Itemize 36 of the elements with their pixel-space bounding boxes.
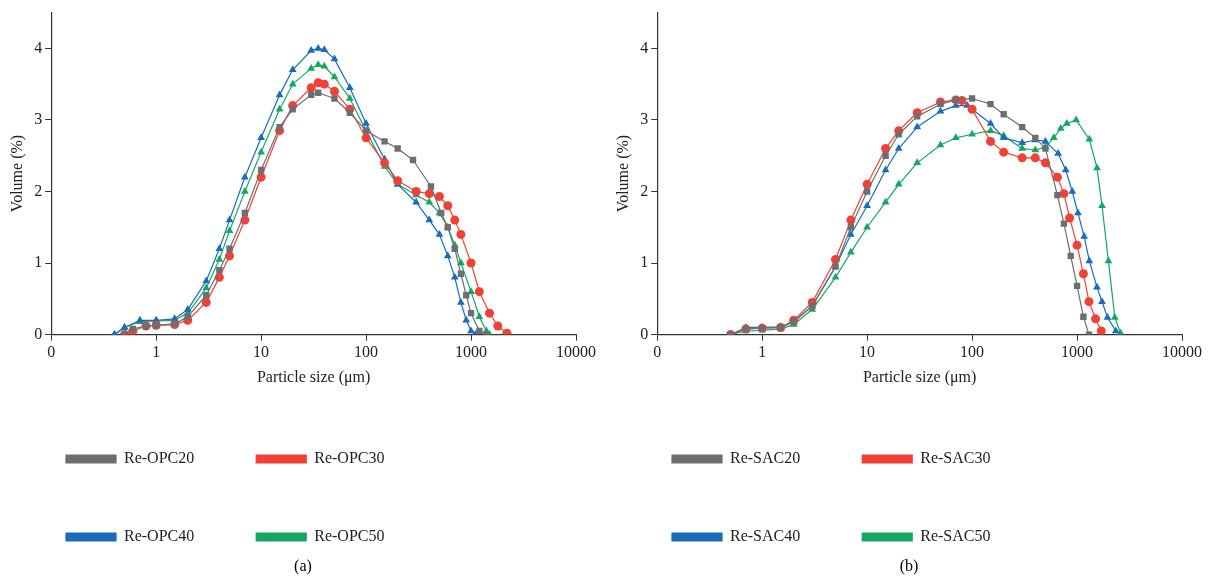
legend-label: Re-OPC30 (314, 449, 385, 467)
text: (a) (293, 557, 313, 575)
x-tick-label: 1000 (455, 343, 488, 361)
x-tick-label: 1 (152, 343, 161, 361)
legend-label: Re-SAC30 (920, 449, 991, 467)
x-tick-label: 10 (253, 343, 270, 361)
y-tick-label: 4 (640, 38, 649, 56)
y-axis-title: Volume (%) (613, 134, 632, 213)
y-tick-label: 3 (34, 110, 43, 128)
x-tick-label: 0 (47, 343, 56, 361)
x-axis-title: Particle size (μm) (256, 367, 371, 386)
text: (b) (898, 557, 920, 575)
y-tick-label: 0 (34, 324, 43, 342)
x-tick-label: 100 (960, 343, 985, 361)
y-tick-label: 3 (640, 110, 649, 128)
x-tick-label: 0 (653, 343, 662, 361)
x-tick-label: 100 (354, 343, 379, 361)
y-axis-title: Volume (%) (7, 134, 26, 213)
x-tick-label: 1 (758, 343, 767, 361)
legend-label: Re-OPC40 (124, 527, 195, 545)
x-tick-label: 10 (859, 343, 876, 361)
legend-label: Re-OPC20 (124, 449, 195, 467)
legend-label: Re-SAC40 (730, 527, 801, 545)
y-tick-label: 2 (34, 181, 43, 199)
y-tick-label: 2 (640, 181, 649, 199)
y-tick-label: 4 (34, 38, 43, 56)
x-tick-label: 10000 (1162, 343, 1202, 361)
legend-label: Re-SAC20 (730, 449, 801, 467)
y-tick-label: 1 (34, 253, 43, 271)
x-tick-label: 1000 (1061, 343, 1094, 361)
x-axis-title: Particle size (μm) (862, 367, 977, 386)
y-tick-label: 0 (640, 324, 649, 342)
x-tick-label: 10000 (556, 343, 596, 361)
y-tick-label: 1 (640, 253, 649, 271)
legend-label: Re-SAC50 (920, 527, 991, 545)
legend-label: Re-OPC50 (314, 527, 385, 545)
